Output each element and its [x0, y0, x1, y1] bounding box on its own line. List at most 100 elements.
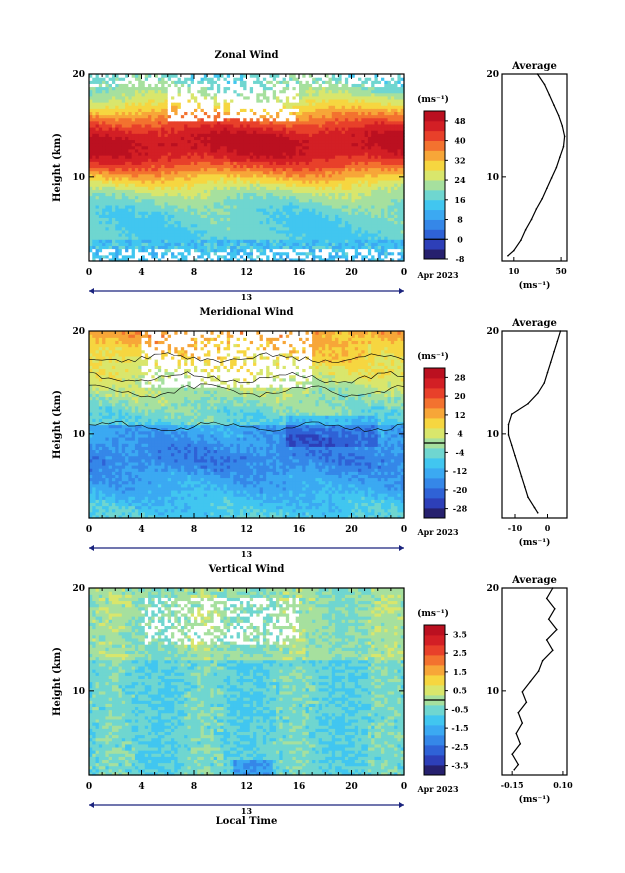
- heatmap-cell: [187, 164, 192, 169]
- heatmap-cell: [92, 114, 97, 119]
- heatmap-cell: [148, 83, 152, 88]
- heatmap-cell: [157, 133, 162, 137]
- heatmap-cell: [184, 189, 189, 194]
- heatmap-cell: [210, 232, 215, 237]
- heatmap-cell: [177, 170, 182, 175]
- heatmap-cell: [190, 236, 195, 240]
- heatmap-cell: [171, 229, 175, 234]
- heatmap-cell: [180, 108, 185, 112]
- heatmap-cell: [216, 214, 221, 218]
- heatmap-cell: [108, 223, 113, 228]
- heatmap-cell: [220, 179, 225, 184]
- heatmap-cell: [134, 126, 139, 131]
- heatmap-cell: [213, 170, 218, 175]
- heatmap-cell: [128, 189, 133, 194]
- heatmap-cell: [164, 126, 169, 131]
- heatmap-cell: [105, 179, 110, 184]
- heatmap-cell: [171, 161, 175, 165]
- heatmap-cell: [177, 208, 182, 212]
- heatmap-cell: [213, 229, 218, 234]
- heatmap-cell: [220, 251, 225, 256]
- heatmap-cell: [95, 183, 100, 187]
- heatmap-cell: [134, 179, 139, 184]
- heatmap-cell: [216, 201, 221, 206]
- heatmap-cell: [125, 105, 129, 109]
- heatmap-cell: [115, 236, 120, 240]
- heatmap-cell: [148, 183, 152, 187]
- heatmap-cell: [92, 167, 97, 172]
- heatmap-cell: [138, 98, 143, 103]
- heatmap-cell: [105, 198, 110, 203]
- heatmap-cell: [121, 232, 126, 237]
- heatmap-cell: [167, 257, 172, 262]
- heatmap-cell: [216, 83, 221, 88]
- heatmap-cell: [197, 117, 202, 122]
- heatmap-cell: [174, 80, 179, 84]
- heatmap-cell: [128, 126, 133, 131]
- heatmap-cell: [167, 114, 172, 119]
- heatmap-cell: [177, 164, 182, 169]
- heatmap-cell: [102, 226, 107, 231]
- heatmap-cell: [131, 204, 136, 209]
- heatmap-cell: [121, 155, 126, 159]
- heatmap-cell: [190, 111, 195, 116]
- heatmap-cell: [115, 133, 120, 137]
- heatmap-cell: [210, 139, 215, 144]
- heatmap-cell: [187, 186, 192, 190]
- heatmap-cell: [128, 254, 133, 259]
- heatmap-cell: [125, 123, 129, 128]
- heatmap-cell: [197, 192, 202, 197]
- heatmap-cell: [197, 111, 202, 116]
- heatmap-cell: [111, 164, 116, 169]
- heatmap-cell: [203, 145, 208, 150]
- heatmap-cell: [197, 120, 202, 125]
- heatmap-cell: [203, 108, 208, 112]
- heatmap-cell: [128, 105, 133, 109]
- heatmap-cell: [148, 111, 152, 116]
- heatmap-cell: [125, 204, 129, 209]
- heatmap-cell: [197, 148, 202, 153]
- heatmap-cell: [167, 95, 172, 100]
- heatmap-cell: [151, 245, 156, 250]
- heatmap-cell: [118, 170, 123, 175]
- heatmap-cell: [184, 201, 189, 206]
- heatmap-cell: [148, 211, 152, 215]
- heatmap-cell: [121, 89, 126, 94]
- heatmap-cell: [223, 257, 228, 262]
- heatmap-cell: [134, 148, 139, 153]
- heatmap-cell: [157, 114, 162, 119]
- heatmap-cell: [187, 226, 192, 231]
- heatmap-cell: [203, 220, 208, 225]
- heatmap-cell: [108, 183, 113, 187]
- heatmap-cell: [105, 145, 110, 150]
- heatmap-cell: [180, 236, 185, 240]
- heatmap-cell: [121, 173, 126, 178]
- heatmap-cell: [105, 95, 110, 100]
- heatmap-cell: [138, 201, 143, 206]
- heatmap-cell: [157, 142, 162, 147]
- heatmap-cell: [121, 83, 126, 88]
- heatmap-cell: [92, 254, 97, 259]
- heatmap-cell: [220, 142, 225, 147]
- heatmap-cell: [177, 89, 182, 94]
- heatmap-cell: [171, 139, 175, 144]
- heatmap-cell: [200, 232, 205, 237]
- heatmap-cell: [128, 214, 133, 218]
- heatmap-cell: [164, 161, 169, 165]
- heatmap-cell: [207, 114, 212, 119]
- heatmap-cell: [167, 254, 172, 259]
- heatmap-cell: [148, 179, 152, 184]
- heatmap-cell: [180, 195, 185, 200]
- heatmap-cell: [210, 158, 215, 162]
- heatmap-cell: [197, 74, 202, 78]
- heatmap-cell: [131, 161, 136, 165]
- heatmap-cell: [197, 239, 202, 243]
- heatmap-cell: [157, 201, 162, 206]
- heatmap-cell: [184, 89, 189, 94]
- heatmap-cell: [105, 220, 110, 225]
- heatmap-cell: [164, 139, 169, 144]
- heatmap-cell: [216, 158, 221, 162]
- heatmap-cell: [95, 239, 100, 243]
- heatmap-cell: [89, 142, 93, 147]
- heatmap-cell: [105, 105, 110, 109]
